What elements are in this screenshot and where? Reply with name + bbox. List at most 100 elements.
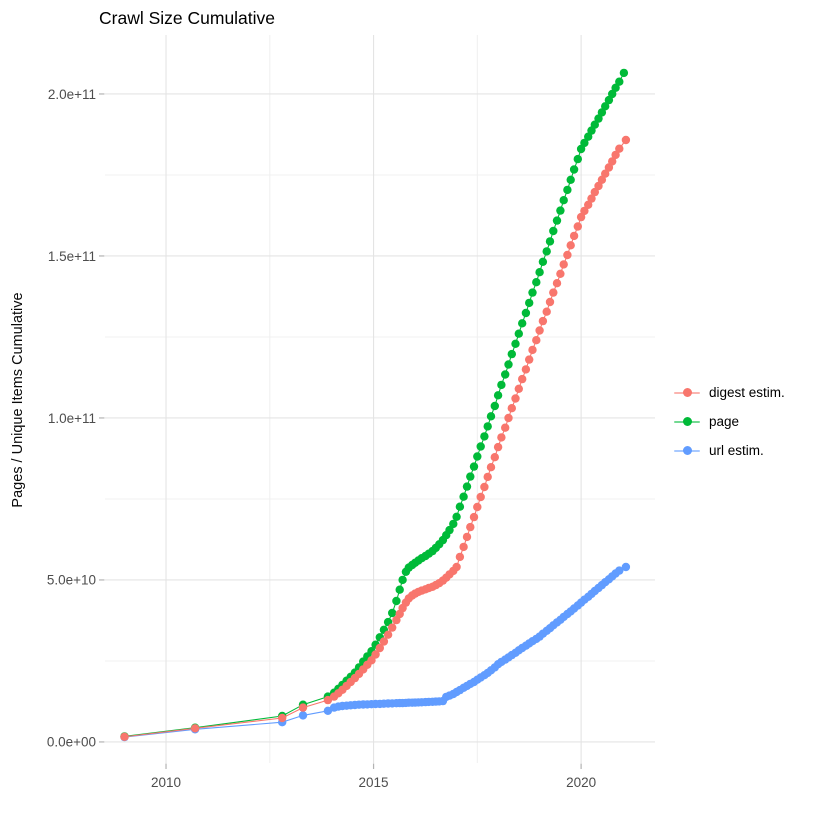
data-point-digest-estim- (473, 502, 482, 512)
data-point-digest-estim- (621, 135, 631, 145)
data-point-digest-estim- (514, 384, 523, 393)
legend-item-digest-estim-: digest estim. (674, 378, 785, 407)
data-point-page (445, 525, 454, 535)
data-point-page (392, 596, 401, 606)
data-point-page (580, 138, 589, 148)
data-point-digest-estim- (486, 463, 496, 472)
data-point-page (608, 89, 617, 99)
data-point-digest-estim- (566, 241, 575, 250)
data-point-page (452, 512, 461, 521)
data-point-page (556, 206, 565, 215)
data-point-page (590, 120, 599, 129)
data-point-page (449, 519, 458, 529)
data-point-digest-estim- (490, 453, 499, 462)
data-point-digest-estim- (278, 713, 287, 723)
legend-label-digest-estim-: digest estim. (709, 385, 785, 400)
data-point-digest-estim- (535, 326, 544, 335)
data-point-digest-estim- (556, 269, 565, 278)
data-point-digest-estim- (532, 336, 541, 345)
data-point-digest-estim- (383, 630, 393, 639)
data-point-digest-estim- (371, 650, 380, 659)
data-point-digest-estim- (580, 206, 589, 216)
data-point-url-estim- (323, 706, 333, 715)
data-point-digest-estim- (476, 492, 485, 502)
y-axis-tick-label: 1.0e+11 (48, 411, 96, 426)
data-point-page (563, 185, 572, 195)
data-point-digest-estim- (367, 656, 376, 665)
data-point-digest-estim- (507, 404, 516, 413)
x-axis-tick-label: 2010 (151, 775, 181, 790)
data-point-page (469, 462, 479, 471)
legend-key-dot (682, 417, 692, 426)
data-point-page (476, 442, 485, 451)
data-point-page (542, 247, 551, 256)
data-point-page (573, 154, 582, 164)
data-point-page (545, 237, 555, 246)
data-point-digest-estim- (587, 194, 596, 203)
data-point-page (480, 432, 489, 441)
data-point-url-estim- (615, 566, 624, 575)
data-point-digest-estim- (521, 365, 531, 374)
data-point-page (528, 288, 537, 297)
data-point-page (601, 102, 610, 111)
data-point-page (518, 319, 527, 328)
data-point-digest-estim- (459, 542, 468, 552)
data-point-page (619, 68, 629, 78)
data-point-page (611, 83, 620, 93)
data-point-page (473, 452, 482, 461)
data-point-page (569, 165, 579, 174)
data-point-page (538, 257, 548, 266)
data-point-digest-estim- (615, 144, 624, 153)
legend-key-dot (682, 388, 692, 397)
data-point-page (388, 608, 397, 618)
data-point-digest-estim- (452, 562, 461, 572)
legend-item-page: page (674, 407, 785, 436)
data-point-page (486, 412, 496, 421)
data-point-digest-estim- (573, 222, 582, 231)
data-point-digest-estim- (611, 150, 620, 160)
data-point-page (514, 329, 523, 338)
data-point-digest-estim- (379, 637, 389, 646)
x-axis-tick-label: 2015 (359, 775, 389, 790)
legend-label-page: page (709, 414, 740, 429)
data-point-digest-estim- (497, 433, 506, 442)
data-point-digest-estim- (559, 260, 568, 269)
data-point-digest-estim- (190, 724, 200, 733)
data-point-page (462, 482, 472, 491)
data-point-digest-estim- (462, 532, 472, 542)
data-point-digest-estim- (511, 394, 520, 403)
data-point-page (594, 114, 603, 123)
data-point-digest-estim- (594, 181, 603, 191)
data-point-page (459, 492, 468, 501)
series-line-page (124, 72, 625, 737)
data-point-digest-estim- (483, 472, 492, 482)
data-point-page (493, 391, 503, 400)
data-point-digest-estim- (504, 413, 513, 423)
y-axis-tick-label: 2.0e+11 (48, 87, 96, 102)
data-point-digest-estim- (549, 288, 558, 297)
chart-title: Crawl Size Cumulative (99, 8, 276, 28)
data-point-digest-estim- (590, 187, 599, 197)
data-point-page (559, 196, 568, 205)
data-point-digest-estim- (469, 512, 479, 522)
data-point-page (511, 339, 520, 348)
x-axis-tick-label: 2020 (566, 775, 596, 790)
data-point-page (507, 349, 516, 359)
data-point-url-estim- (298, 711, 308, 720)
data-point-digest-estim- (375, 643, 384, 653)
data-point-digest-estim- (501, 423, 510, 432)
data-point-page (552, 216, 562, 225)
data-point-page (483, 422, 492, 431)
data-point-page (398, 575, 407, 585)
data-point-page (501, 370, 510, 379)
data-point-page (521, 308, 531, 318)
data-point-digest-estim- (601, 169, 610, 178)
y-axis-tick-label: 0.0e+00 (47, 735, 96, 750)
legend: digest estim. page url estim. (674, 378, 785, 465)
data-point-digest-estim- (298, 703, 308, 712)
data-point-page (497, 380, 506, 390)
data-point-page (535, 268, 544, 277)
data-point-page (395, 585, 404, 594)
data-point-page (466, 472, 475, 481)
data-point-page (615, 77, 624, 86)
